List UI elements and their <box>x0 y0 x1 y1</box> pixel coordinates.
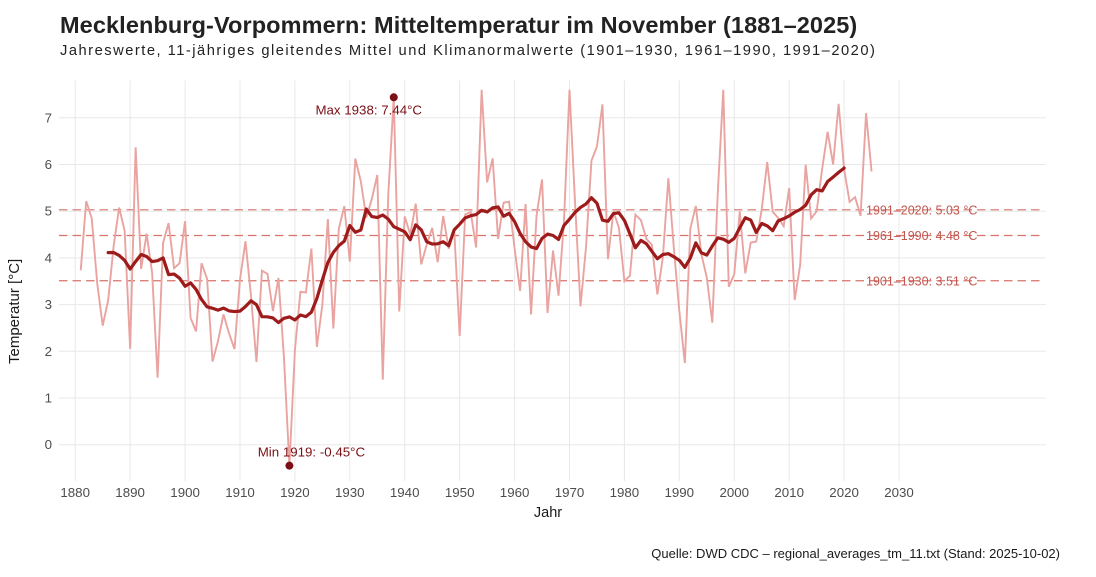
svg-text:2020: 2020 <box>829 485 859 500</box>
svg-text:1880: 1880 <box>60 485 90 500</box>
svg-text:1970: 1970 <box>555 485 585 500</box>
svg-text:6: 6 <box>45 157 52 172</box>
svg-text:2030: 2030 <box>884 485 914 500</box>
svg-text:Max 1938: 7.44°C: Max 1938: 7.44°C <box>315 102 422 117</box>
svg-text:7: 7 <box>45 110 52 125</box>
svg-text:0: 0 <box>45 437 52 452</box>
svg-text:1930: 1930 <box>335 485 365 500</box>
svg-text:1940: 1940 <box>390 485 420 500</box>
svg-text:1990: 1990 <box>665 485 695 500</box>
svg-text:1961–1990: 4.48 °C: 1961–1990: 4.48 °C <box>866 229 977 243</box>
svg-text:3: 3 <box>45 297 52 312</box>
svg-text:Min 1919: -0.45°C: Min 1919: -0.45°C <box>258 445 366 460</box>
svg-text:5: 5 <box>45 204 52 219</box>
svg-text:1950: 1950 <box>445 485 475 500</box>
svg-text:1991–2020: 5.03 °C: 1991–2020: 5.03 °C <box>866 203 977 217</box>
svg-text:1: 1 <box>45 391 52 406</box>
svg-text:1901–1930: 3.51 °C: 1901–1930: 3.51 °C <box>866 274 977 288</box>
svg-text:1890: 1890 <box>115 485 145 500</box>
svg-text:1900: 1900 <box>170 485 200 500</box>
svg-text:1910: 1910 <box>225 485 255 500</box>
svg-text:1960: 1960 <box>500 485 530 500</box>
svg-text:4: 4 <box>45 250 52 265</box>
svg-text:1920: 1920 <box>280 485 310 500</box>
svg-text:2010: 2010 <box>774 485 804 500</box>
svg-text:2: 2 <box>45 344 52 359</box>
svg-text:1980: 1980 <box>610 485 640 500</box>
svg-text:2000: 2000 <box>720 485 750 500</box>
